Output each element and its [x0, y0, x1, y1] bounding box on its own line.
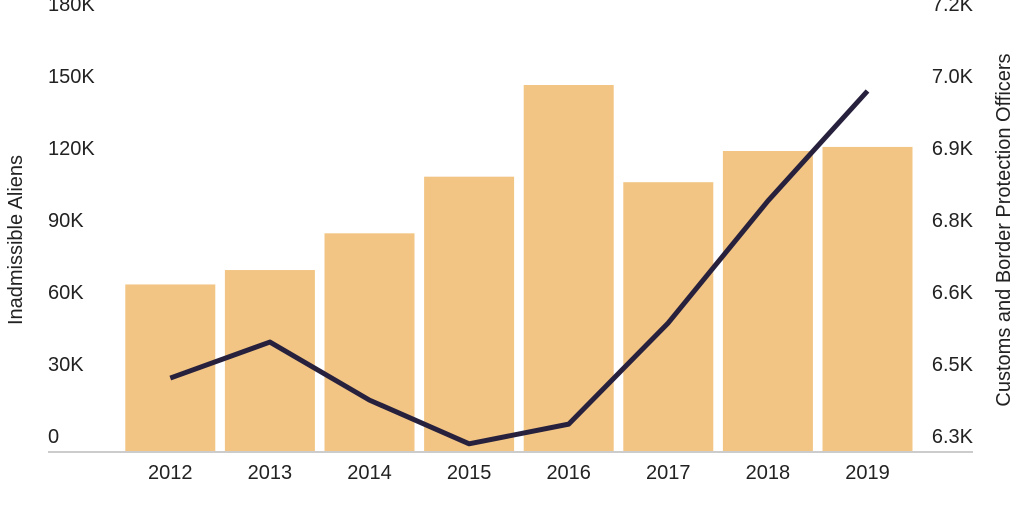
bar-2019	[823, 147, 913, 451]
x-tick-label: 2015	[447, 462, 492, 484]
x-tick-label: 2019	[845, 462, 890, 484]
y2-tick-label: 6.6K	[932, 282, 974, 304]
y2-tick-label: 7.2K	[932, 0, 974, 16]
bar-series	[125, 85, 912, 451]
y-tick-label: 90K	[48, 210, 84, 232]
x-tick-label: 2014	[347, 462, 392, 484]
x-tick-label: 2017	[646, 462, 691, 484]
bar-2015	[424, 177, 514, 451]
y-tick-label: 60K	[48, 282, 84, 304]
y2-axis-title: Customs and Border Protection Officers	[993, 53, 1015, 406]
bar-2014	[325, 233, 415, 451]
x-tick-label: 2018	[746, 462, 791, 484]
y2-tick-label: 6.8K	[932, 210, 974, 232]
y2-tick-label: 6.5K	[932, 354, 974, 376]
y2-tick-label: 6.3K	[932, 426, 974, 448]
y2-tick-label: 7.0K	[932, 66, 974, 88]
bar-2018	[723, 151, 813, 451]
y2-tick-label: 6.9K	[932, 138, 974, 160]
y-tick-label: 0	[48, 426, 59, 448]
y-tick-label: 150K	[48, 66, 95, 88]
bar-2016	[524, 85, 614, 451]
y-axis-title: Inadmissible Aliens	[5, 155, 27, 325]
bar-2017	[623, 182, 713, 451]
x-tick-label: 2012	[148, 462, 193, 484]
y-tick-label: 180K	[48, 0, 95, 16]
y-tick-label: 30K	[48, 354, 84, 376]
y-tick-label: 120K	[48, 138, 95, 160]
x-tick-label: 2013	[248, 462, 293, 484]
x-tick-label: 2016	[546, 462, 591, 484]
